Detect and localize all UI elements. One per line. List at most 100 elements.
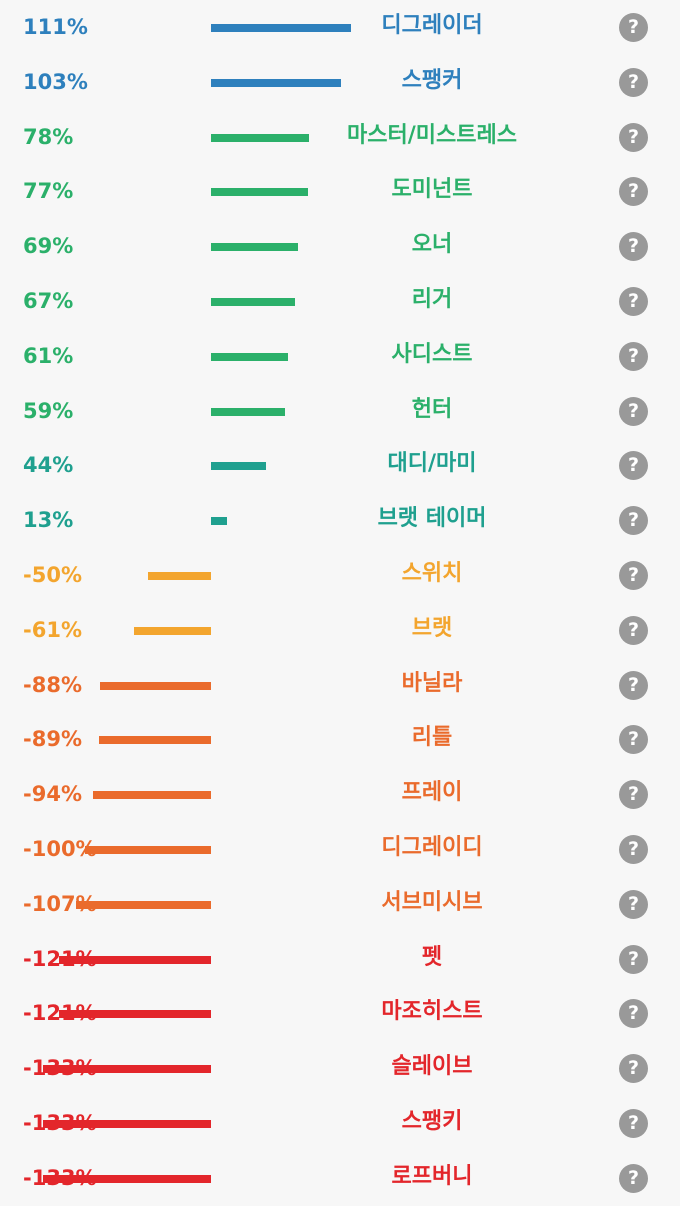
score-bar: [211, 462, 267, 471]
question-mark-icon[interactable]: ?: [619, 835, 648, 864]
category-label: 디그레이디: [381, 835, 483, 860]
category-label: 슬레이브: [391, 1054, 473, 1080]
question-mark-icon[interactable]: ?: [619, 506, 648, 536]
chart-row: 78% 마스터/미스트레스?: [0, 110, 680, 165]
score-bar: [43, 1174, 211, 1183]
score-bar: [148, 572, 211, 580]
category-label: 브랫: [411, 615, 453, 641]
chart-row: -61% 브랫?: [0, 603, 680, 658]
question-mark-icon[interactable]: ?: [619, 341, 648, 371]
score-bar: [211, 517, 228, 526]
score-bar: [211, 407, 286, 416]
question-mark-icon[interactable]: ?: [619, 13, 648, 42]
chart-row: -133%스팽키?: [0, 1096, 680, 1151]
score-bar: [134, 626, 211, 635]
score-bar: [92, 791, 211, 800]
question-mark-icon[interactable]: ?: [619, 67, 648, 97]
category-label: 오너: [411, 232, 453, 258]
chart-row: 44% 대디/마미?: [0, 438, 680, 493]
question-mark-icon[interactable]: ?: [619, 889, 648, 919]
chart-row: -89% 리틀?: [0, 712, 680, 767]
question-mark-icon[interactable]: ?: [619, 670, 648, 700]
question-mark-icon[interactable]: ?: [619, 122, 648, 152]
category-label: 스팽커: [401, 67, 463, 93]
value-label: 78%: [23, 124, 74, 149]
category-label: 바닐라: [401, 670, 463, 696]
chart-row: 61% 사디스트?: [0, 329, 680, 384]
score-bar: [58, 1010, 211, 1019]
chart-row: 103% 스팽커?: [0, 55, 680, 110]
category-label: 스팽키: [401, 1109, 463, 1134]
value-label: 69%: [23, 234, 74, 259]
chart-row: 67% 리거?: [0, 274, 680, 329]
question-mark-icon[interactable]: ?: [619, 780, 648, 810]
question-mark-icon[interactable]: ?: [619, 561, 648, 590]
value-label: -100%: [23, 837, 97, 861]
value-label: -88%: [23, 672, 82, 697]
score-bar: [211, 133, 310, 142]
score-bar: [58, 955, 211, 964]
chart-row: 111% 디그레이더?: [0, 0, 680, 55]
chart-row: -107% 서브미시브?: [0, 877, 680, 932]
category-label: 마조히스트: [381, 999, 483, 1025]
category-label: 도미넌트: [391, 177, 473, 203]
score-bar: [43, 1065, 211, 1074]
question-mark-icon[interactable]: ?: [619, 944, 648, 974]
score-bar: [211, 298, 296, 306]
category-label: 프레이: [401, 780, 463, 806]
value-label: -89%: [23, 727, 82, 752]
category-label: 디그레이더: [381, 13, 483, 38]
question-mark-icon[interactable]: ?: [619, 232, 648, 262]
category-label: 리거: [411, 287, 453, 312]
score-bar: [211, 78, 341, 87]
category-label: 대디/마미: [387, 451, 477, 477]
question-mark-icon[interactable]: ?: [619, 1163, 648, 1193]
chart-row: -133%로프버니?: [0, 1151, 680, 1206]
question-mark-icon[interactable]: ?: [619, 615, 648, 645]
value-label: 67%: [23, 289, 74, 313]
score-bar: [43, 1120, 211, 1128]
value-label: 44%: [23, 453, 74, 478]
value-label: 13%: [23, 508, 74, 533]
chart-row: 13% 브랫 테이머?: [0, 493, 680, 548]
chart-row: 59% 헌터?: [0, 384, 680, 439]
question-mark-icon[interactable]: ?: [619, 451, 648, 481]
score-bar: [211, 352, 288, 361]
value-label: 77%: [23, 179, 74, 204]
score-bar: [98, 736, 211, 745]
question-mark-icon[interactable]: ?: [619, 396, 648, 426]
category-label: 로프버니: [391, 1163, 473, 1189]
score-bar: [100, 681, 211, 690]
question-mark-icon[interactable]: ?: [619, 725, 648, 755]
question-mark-icon[interactable]: ?: [619, 287, 648, 316]
question-mark-icon[interactable]: ?: [619, 999, 648, 1029]
score-bar: [211, 243, 298, 252]
value-label: 61%: [23, 343, 74, 368]
category-label: 헌터: [411, 396, 453, 422]
chart-row: -121%마조히스트?: [0, 986, 680, 1041]
question-mark-icon[interactable]: ?: [619, 1109, 648, 1138]
value-label: 59%: [23, 398, 74, 423]
score-bar: [76, 900, 211, 909]
category-label: 리틀: [411, 725, 453, 751]
chart-row: -121%펫?: [0, 932, 680, 987]
score-bar: [85, 846, 211, 854]
chart-row: 69% 오너?: [0, 219, 680, 274]
value-label: 111%: [23, 15, 88, 39]
category-label: 마스터/미스트레스: [347, 122, 517, 148]
value-label: -94%: [23, 782, 82, 807]
chart-row: -88% 바닐라?: [0, 658, 680, 713]
question-mark-icon[interactable]: ?: [619, 177, 648, 207]
category-label: 서브미시브: [381, 889, 483, 915]
chart-row: -133%슬레이브?: [0, 1041, 680, 1096]
category-label: 스위치: [401, 561, 463, 586]
chart-row: -50% 스위치?: [0, 548, 680, 603]
value-label: -50%: [23, 563, 82, 587]
chart-row: 77% 도미넌트?: [0, 164, 680, 219]
category-label: 브랫 테이머: [377, 506, 487, 532]
value-label: -61%: [23, 617, 82, 642]
question-mark-icon[interactable]: ?: [619, 1054, 648, 1084]
category-label: 펫: [421, 944, 443, 970]
chart-row: -94% 프레이?: [0, 767, 680, 822]
